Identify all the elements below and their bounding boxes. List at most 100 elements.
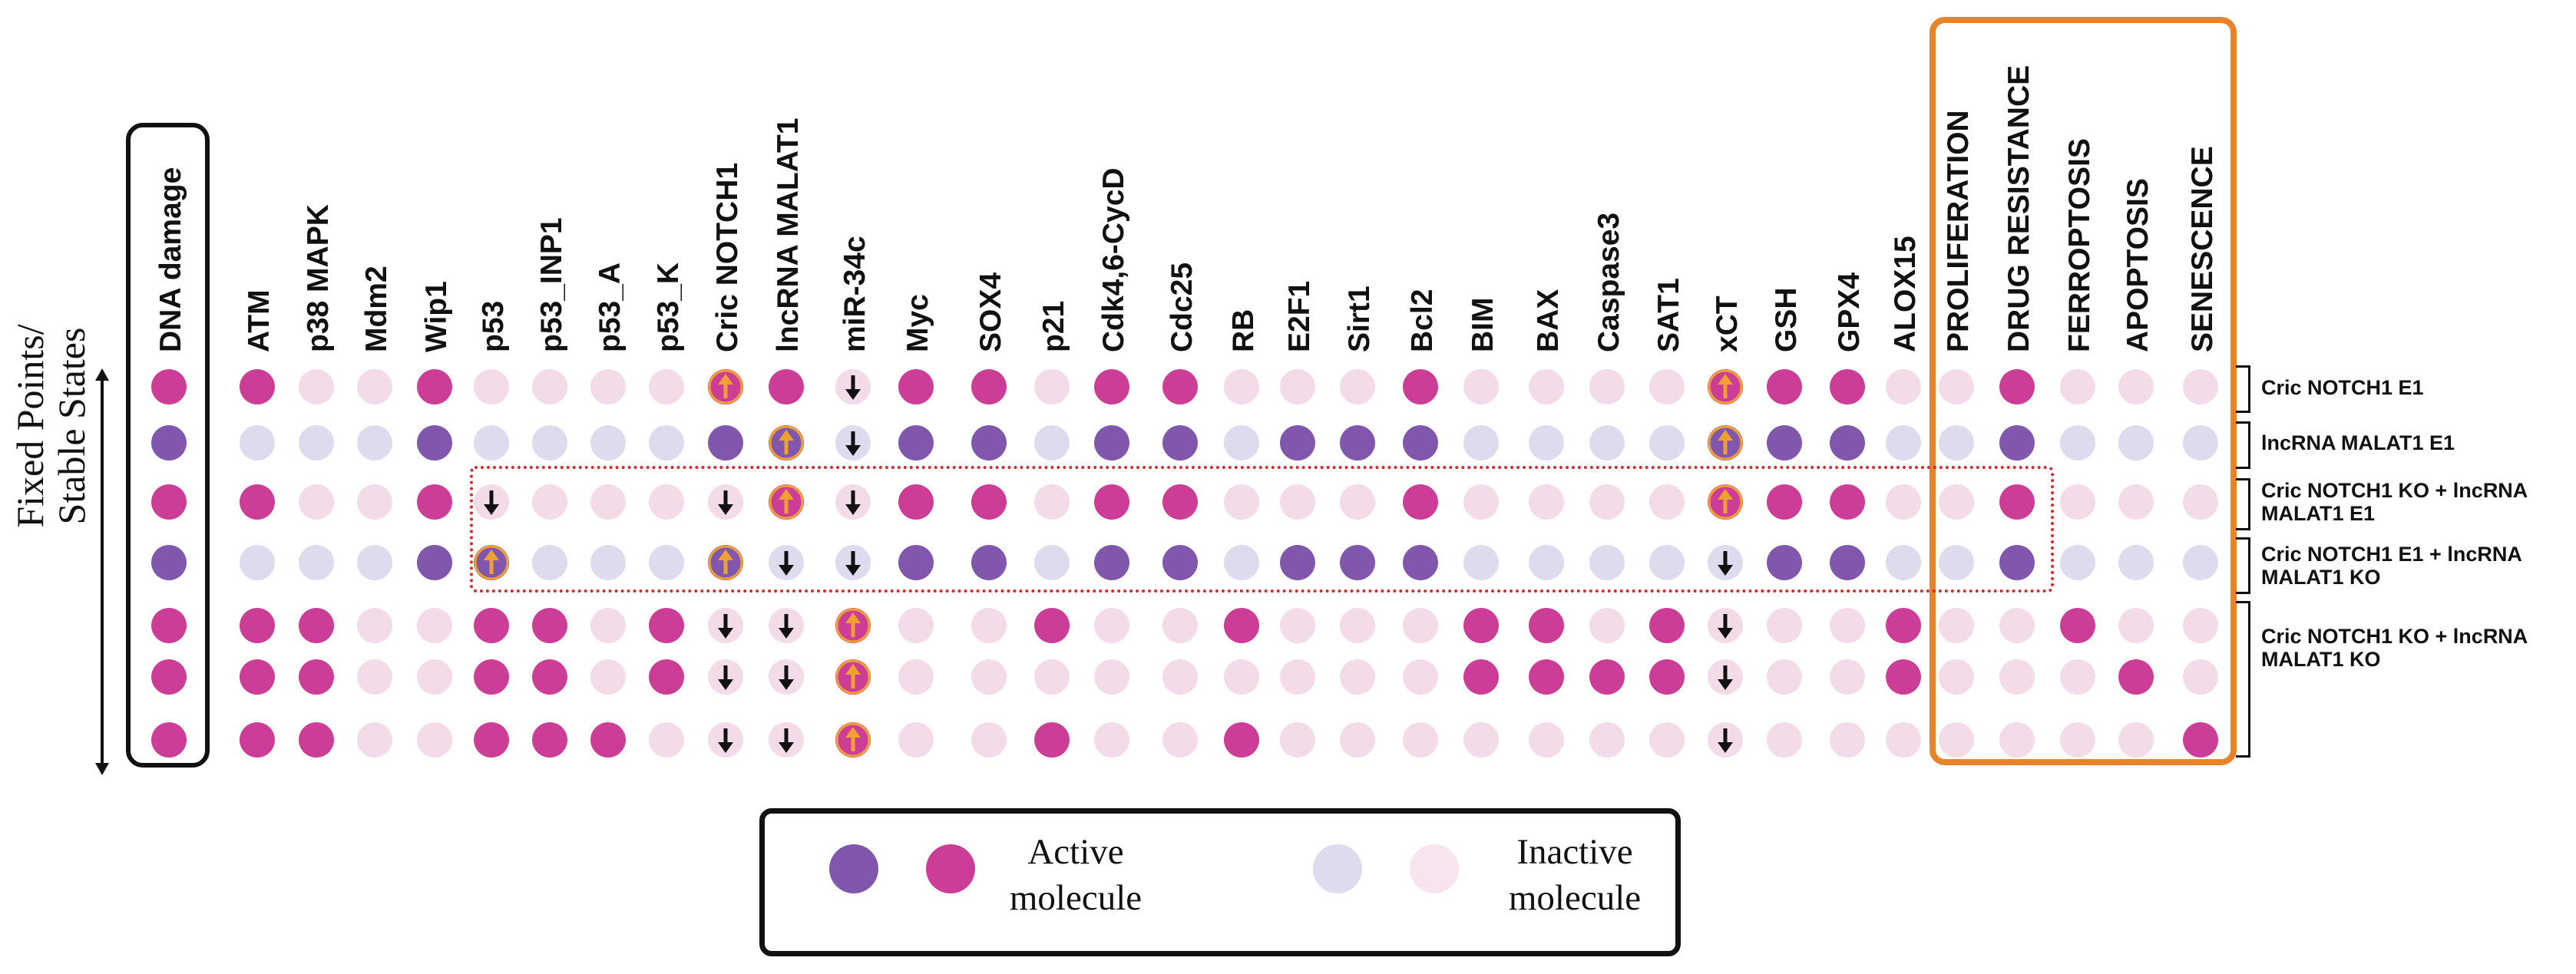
up-arrow-icon [835,722,871,758]
row-group-label-lncrna-malat1-e1: lncRNA MALAT1 E1 [2261,431,2455,454]
state-dot-r1-p53-inp1 [532,369,567,404]
state-dot-r3-gsh [1767,484,1802,520]
state-dot-r4-bcl2 [1403,545,1438,580]
row-group-bracket [2236,537,2250,594]
column-label-p53-k: p53_K [652,262,685,352]
state-dot-r4-sirt1 [1340,545,1375,580]
state-dot-r1-lncrna-malat1 [769,369,804,404]
state-dot-r6-caspase3 [1589,659,1625,695]
state-dot-r3-wip1 [417,484,452,520]
axis-double-arrow [95,368,109,775]
column-label-p21: p21 [1037,300,1070,352]
state-dot-r7-cdk4-6-cycd [1094,722,1129,758]
state-dot-r5-e2f1 [1280,608,1315,643]
state-dot-r4-sat1 [1649,545,1685,580]
state-dot-r1-sat1 [1649,369,1685,404]
column-label-bax: BAX [1532,289,1565,352]
state-dot-r6-senescence [2183,659,2218,695]
row-group-label-cric-notch1-ko-lncrna-malat1-ko: Cric NOTCH1 KO + lncRNA MALAT1 KO [2261,625,2528,671]
column-label-wip1: Wip1 [420,281,453,352]
state-dot-r7-mir-34c [835,722,871,758]
state-dot-r7-bim [1463,722,1499,758]
state-dot-r2-cdk4-6-cycd [1094,425,1129,461]
down-arrow-icon [718,665,733,690]
state-dot-r5-alox15 [1886,608,1921,643]
state-dot-r6-mdm2 [357,659,392,695]
state-dot-r4-apoptosis [2118,545,2154,580]
column-label-apoptosis: APOPTOSIS [2121,178,2154,352]
state-dot-r7-cdc25 [1162,722,1198,758]
state-dot-r6-p53-k [649,659,684,695]
column-label-sat1: SAT1 [1652,278,1685,352]
state-dot-r1-caspase3 [1589,369,1625,404]
column-label-mdm2: Mdm2 [360,266,393,352]
state-dot-r4-senescence [2183,545,2218,580]
state-dot-r4-gpx4 [1830,545,1865,580]
state-dot-r1-gpx4 [1830,369,1865,404]
state-dot-r5-sox4 [971,608,1007,643]
state-dot-r4-myc [898,545,934,580]
state-dot-r2-caspase3 [1589,425,1625,461]
state-dot-r2-drug-resistance [1999,425,2035,461]
state-dot-r2-ferroptosis [2060,425,2095,461]
column-label-drug-resistance: DRUG RESISTANCE [2002,64,2035,352]
state-dot-r4-p53 [474,545,509,580]
state-dot-r1-e2f1 [1280,369,1315,404]
state-dot-r1-rb [1224,369,1259,404]
state-dot-r5-p21 [1034,608,1070,643]
state-dot-r1-ferroptosis [2060,369,2095,404]
state-dot-r2-senescence [2183,425,2218,461]
down-arrow-icon [845,490,861,515]
state-dot-r1-wip1 [417,369,452,404]
state-dot-r4-p53-inp1 [532,545,567,580]
state-dot-r3-myc [898,484,934,520]
state-dot-r5-gpx4 [1830,608,1865,643]
state-dot-r3-p38-mapk [299,484,334,520]
column-label-atm: ATM [243,289,276,352]
state-dot-r6-p53 [474,659,509,695]
state-dot-r2-gsh [1767,425,1802,461]
down-arrow-icon [1718,728,1733,753]
state-dot-r1-p53-k [649,369,684,404]
state-dot-r3-gpx4 [1830,484,1865,520]
state-dot-r1-p38-mapk [299,369,334,404]
row-group-label-cric-notch1-ko-lncrna-malat1-e1: Cric NOTCH1 KO + lncRNA MALAT1 E1 [2261,479,2528,525]
state-dot-r5-bim [1463,608,1499,643]
state-dot-r7-senescence [2183,722,2218,758]
state-dot-r5-myc [898,608,934,643]
down-arrow-icon [845,551,861,576]
state-dot-r3-ferroptosis [2060,484,2095,520]
state-dot-r5-cdk4-6-cycd [1094,608,1129,643]
state-dot-r5-apoptosis [2118,608,2154,643]
state-dot-r3-proliferation [1939,484,1974,520]
down-arrow-icon [718,728,733,753]
state-dot-r2-atm [240,425,275,461]
state-dot-r4-drug-resistance [1999,545,2035,580]
state-dot-r7-drug-resistance [1999,722,2035,758]
state-dot-r5-cdc25 [1162,608,1198,643]
axis-title: Fixed Points/ Stable States [8,265,93,587]
axis-title-line2: Stable States [50,327,93,525]
column-label-bcl2: Bcl2 [1406,289,1439,352]
state-dot-r2-lncrna-malat1 [769,425,804,461]
down-arrow-icon [718,490,733,515]
column-label-myc: Myc [901,294,934,352]
state-dot-r1-cdk4-6-cycd [1094,369,1129,404]
up-arrow-icon [769,484,804,520]
state-dot-r4-lncrna-malat1 [769,545,804,580]
state-dot-r7-p38-mapk [299,722,334,758]
state-dot-r1-senescence [2183,369,2218,404]
column-label-mir-34c: miR-34c [838,236,871,352]
state-dot-r7-p21 [1034,722,1070,758]
down-arrow-icon [1718,665,1733,690]
up-arrow-icon [1708,425,1743,461]
state-dot-r4-p21 [1034,545,1070,580]
state-dot-r6-mir-34c [835,659,871,695]
state-dot-r7-lncrna-malat1 [769,722,804,758]
state-dot-r2-sirt1 [1340,425,1375,461]
state-dot-r6-e2f1 [1280,659,1315,695]
state-dot-r5-bcl2 [1403,608,1438,643]
state-dot-r5-ferroptosis [2060,608,2095,643]
down-arrow-icon [1718,551,1733,576]
state-dot-r7-ferroptosis [2060,722,2095,758]
